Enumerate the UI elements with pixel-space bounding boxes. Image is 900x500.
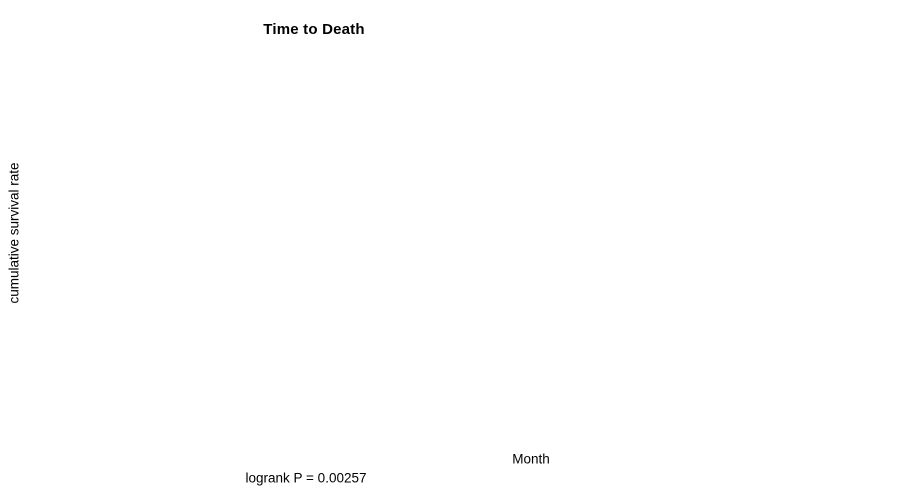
x-axis-title: Month — [512, 451, 550, 467]
chart-title: Time to Death — [263, 21, 365, 38]
logrank-annotation: logrank P = 0.00257 — [245, 470, 367, 486]
